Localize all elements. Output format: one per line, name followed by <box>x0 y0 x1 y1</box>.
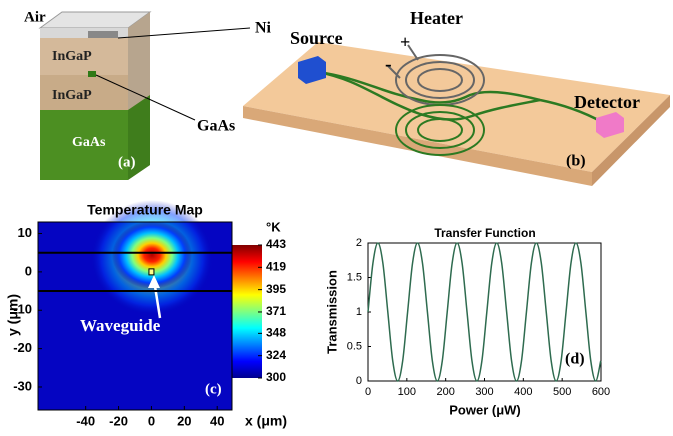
colorbar-unit: °K <box>266 219 281 234</box>
label: Heater <box>410 8 463 28</box>
annotation: Waveguide <box>80 316 161 335</box>
x-tick-label: 500 <box>553 386 571 398</box>
colorbar-tick-label: 324 <box>266 348 286 362</box>
y-tick-label: 0.5 <box>347 340 362 352</box>
figure: Air Ni InGaP InGaP GaAs GaAs (a) Source … <box>0 0 673 436</box>
panel-tag: (b) <box>566 153 586 170</box>
colorbar-tick-label: 443 <box>266 237 286 251</box>
y-axis-label: Transmission <box>324 270 339 354</box>
panel-d: Transfer Function Power (μW) Transmissio… <box>324 226 610 417</box>
label: Source <box>290 28 343 48</box>
colorbar-tick-label: 419 <box>266 259 286 273</box>
gaas-waveguide <box>88 71 96 77</box>
y-tick-label: -20 <box>13 340 32 355</box>
x-axis-label: Power (μW) <box>449 402 521 417</box>
x-tick-label: 40 <box>210 413 224 428</box>
chart-title: Temperature Map <box>87 202 203 218</box>
chart-title: Transfer Function <box>434 226 535 240</box>
x-tick-label: 0 <box>148 413 155 428</box>
label: + <box>400 32 410 52</box>
label: Air <box>24 9 46 25</box>
x-tick-label: 0 <box>365 386 371 398</box>
y-tick-label: 0 <box>356 375 362 387</box>
label: GaAs <box>72 135 106 150</box>
x-tick-label: 100 <box>398 386 416 398</box>
colorbar-tick-label: 395 <box>266 282 286 296</box>
y-tick-label: 0 <box>25 263 32 278</box>
panel-tag: (a) <box>118 154 136 170</box>
y-tick-label: 2 <box>356 237 362 249</box>
label: - <box>385 54 392 76</box>
panel-c: Waveguide (c) Temperature Map °K x (μm) … <box>5 200 287 429</box>
label: InGaP <box>52 49 92 64</box>
x-axis-label: x (μm) <box>245 413 287 429</box>
ni-heater <box>88 31 118 38</box>
panel-a: Air Ni InGaP InGaP GaAs GaAs (a) <box>24 9 272 180</box>
heat-spot <box>112 221 192 289</box>
x-tick-label: 20 <box>177 413 191 428</box>
waveguide-marker <box>149 269 154 275</box>
y-tick-label: -30 <box>13 378 32 393</box>
x-tick-label: 600 <box>592 386 610 398</box>
x-tick-label: 300 <box>475 386 493 398</box>
x-tick-label: -20 <box>109 413 128 428</box>
y-tick-label: -10 <box>13 302 32 317</box>
label: InGaP <box>52 88 92 103</box>
y-tick-label: 1.5 <box>347 271 362 283</box>
colorbar <box>232 245 262 378</box>
x-tick-label: 200 <box>436 386 454 398</box>
colorbar-tick-label: 348 <box>266 326 286 340</box>
panel-tag: (c) <box>205 381 222 397</box>
panel-b: Source Heater + - Detector (b) <box>243 8 670 186</box>
x-tick-label: -40 <box>76 413 95 428</box>
label: Detector <box>574 92 640 112</box>
y-tick-label: 10 <box>18 225 32 240</box>
colorbar-tick-label: 300 <box>266 370 286 384</box>
x-tick-label: 400 <box>514 386 532 398</box>
label: Ni <box>255 20 272 37</box>
colorbar-tick-label: 371 <box>266 304 286 318</box>
y-tick-label: 1 <box>356 306 362 318</box>
label: GaAs <box>197 118 235 135</box>
panel-tag: (d) <box>565 351 585 368</box>
